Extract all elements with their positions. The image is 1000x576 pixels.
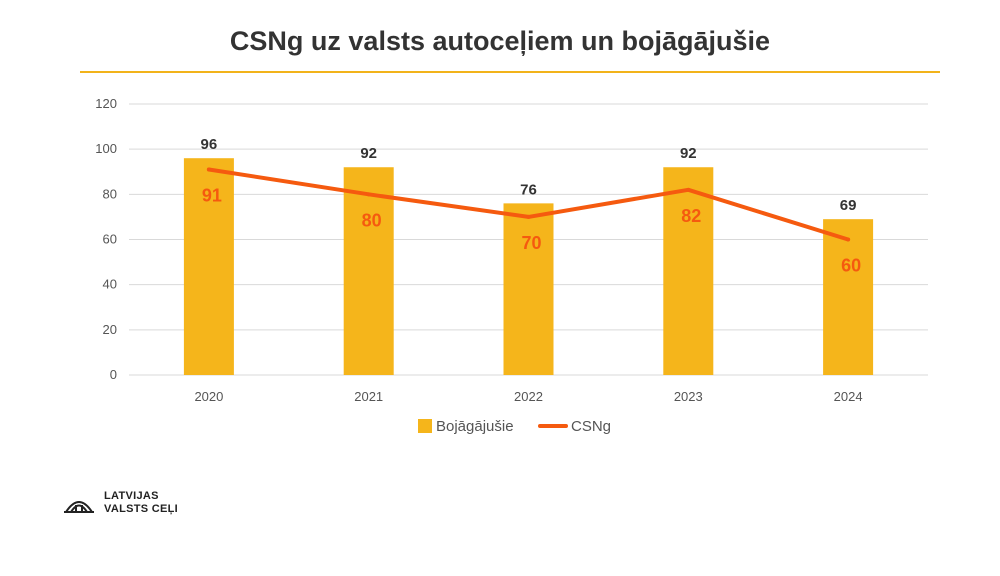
- bar-bojagajusie-2020: [183, 158, 234, 375]
- legend-label-line: CSNg: [571, 418, 611, 435]
- bar-value-label: 69: [840, 197, 857, 214]
- y-tick-label: 120: [95, 96, 117, 111]
- bar-bojagajusie-2022: [503, 203, 554, 375]
- x-tick-label: 2023: [674, 389, 703, 404]
- bar-value-label: 76: [520, 181, 537, 198]
- y-tick-label: 20: [103, 322, 117, 337]
- latvijas-valsts-celi-logo: LATVIJAS VALSTS CEĻI: [62, 490, 178, 516]
- csng-point-2020: [206, 167, 211, 172]
- legend-swatch-bar: [418, 419, 432, 433]
- legend: Bojāgājušie CSNg: [418, 418, 611, 435]
- title-underline: [80, 71, 940, 73]
- csng-value-label: 82: [681, 206, 701, 226]
- x-tick-label: 2024: [834, 389, 863, 404]
- y-tick-label: 0: [110, 367, 117, 382]
- csng-value-label: 60: [841, 256, 861, 276]
- bar-bojagajusie-2021: [343, 167, 394, 375]
- x-tick-label: 2020: [194, 389, 223, 404]
- logo-line-2: VALSTS CEĻI: [104, 503, 178, 515]
- y-axis-ticks: 0 20 40 60 80 100 120: [95, 96, 117, 382]
- bar-value-label: 92: [680, 145, 697, 162]
- csng-point-2024: [846, 237, 851, 242]
- csng-value-label: 70: [521, 233, 541, 253]
- bar-value-label: 96: [201, 136, 218, 153]
- legend-label-bar: Bojāgājušie: [436, 418, 514, 435]
- csng-value-label: 91: [202, 185, 222, 205]
- y-tick-label: 60: [103, 232, 117, 247]
- grid-lines: [129, 103, 928, 376]
- x-tick-label: 2022: [514, 389, 543, 404]
- csng-value-label: 80: [362, 210, 382, 230]
- bar-bojagajusie-2024: [823, 219, 874, 375]
- bars: 96 92 76 92 69: [183, 136, 874, 375]
- csng-point-2021: [366, 192, 371, 197]
- bar-bojagajusie-2023: [663, 167, 714, 375]
- y-tick-label: 80: [103, 186, 117, 201]
- csng-point-2023: [686, 187, 691, 192]
- logo-line-1: LATVIJAS: [104, 490, 159, 502]
- bar-value-label: 92: [360, 145, 377, 162]
- y-tick-label: 100: [95, 141, 117, 156]
- road-arch-logo-icon: [64, 501, 94, 513]
- y-tick-label: 40: [103, 277, 117, 292]
- x-axis-ticks: 2020 2021 2022 2023 2024: [194, 389, 862, 404]
- chart-title: CSNg uz valsts autoceļiem un bojāgājušie: [229, 26, 771, 56]
- csng-line-series: 91 80 70 82 60: [202, 167, 861, 276]
- csng-point-2022: [526, 214, 531, 219]
- x-tick-label: 2021: [354, 389, 383, 404]
